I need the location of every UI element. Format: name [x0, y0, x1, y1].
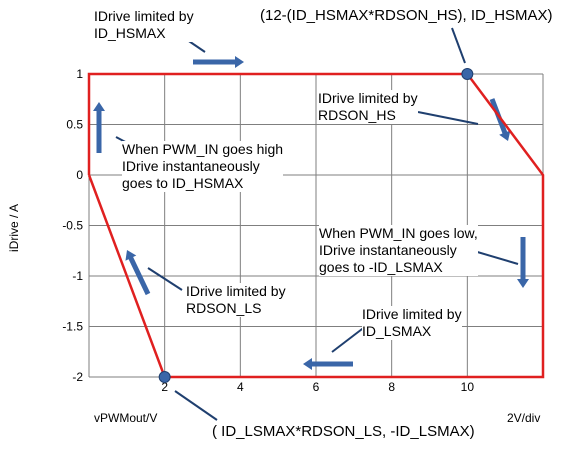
pointer-line-rdson-ls	[147, 267, 183, 291]
y-tick-label: 1	[76, 67, 83, 81]
pointer-line-ls-limit	[331, 325, 367, 353]
x-tick-label: 4	[237, 380, 244, 394]
data-point-marker	[461, 68, 474, 80]
annotation-pwm-low: When PWM_IN goes low, IDrive instantaneou…	[319, 225, 478, 276]
annotation-hs-point: (12-(ID_HSMAX*RDSON_HS), ID_HSMAX)	[260, 7, 553, 24]
annotation-ls-limit: IDrive limited by ID_LSMAX	[362, 306, 462, 340]
x-scale-note: 2V/div	[507, 411, 540, 425]
y-tick-label: 0	[76, 168, 83, 182]
y-tick-labels: 1 0.5 0 -0.5 -1 -1.5 -2	[62, 67, 83, 384]
arrow-down-right	[517, 237, 529, 288]
x-tick-label: 6	[313, 380, 320, 394]
y-tick-label: -1	[72, 269, 83, 283]
y-tick-label: -2	[72, 370, 83, 384]
arrow-up-left-ls	[125, 250, 151, 296]
x-tick-label: 8	[388, 380, 395, 394]
annotation-hs-limit: IDrive limited by ID_HSMAX	[94, 8, 194, 42]
x-tick-label: 10	[461, 380, 475, 394]
annotation-ls-point: ( ID_LSMAX*RDSON_LS, -ID_LSMAX)	[212, 423, 475, 440]
pointer-line-hs-point	[451, 27, 466, 64]
y-tick-label: -0.5	[62, 219, 83, 233]
annotation-rdson-ls: IDrive limited by RDSON_LS	[186, 283, 286, 317]
x-tick-labels: 2 4 6 8 10	[161, 380, 474, 394]
arrow-right-top	[193, 56, 244, 68]
pointer-line-ls-point	[174, 390, 218, 421]
pointer-line-rdson-hs	[417, 111, 479, 125]
arrow-left-bottom	[303, 358, 353, 370]
x-axis-label: vPWMout/V	[94, 411, 157, 425]
y-axis-label: iDrive / A	[7, 204, 21, 252]
y-tick-label: -1.5	[62, 320, 83, 334]
x-tick-label: 2	[161, 380, 168, 394]
annotation-rdson-hs: IDrive limited by RDSON_HS	[318, 90, 418, 124]
annotation-pwm-high: When PWM_IN goes high IDrive instantaneou…	[122, 141, 284, 192]
pointer-line-pwm-low	[473, 250, 519, 265]
data-point-marker	[158, 371, 171, 383]
arrow-up-left	[93, 102, 105, 153]
y-tick-label: 0.5	[66, 118, 83, 132]
markers	[158, 68, 474, 383]
